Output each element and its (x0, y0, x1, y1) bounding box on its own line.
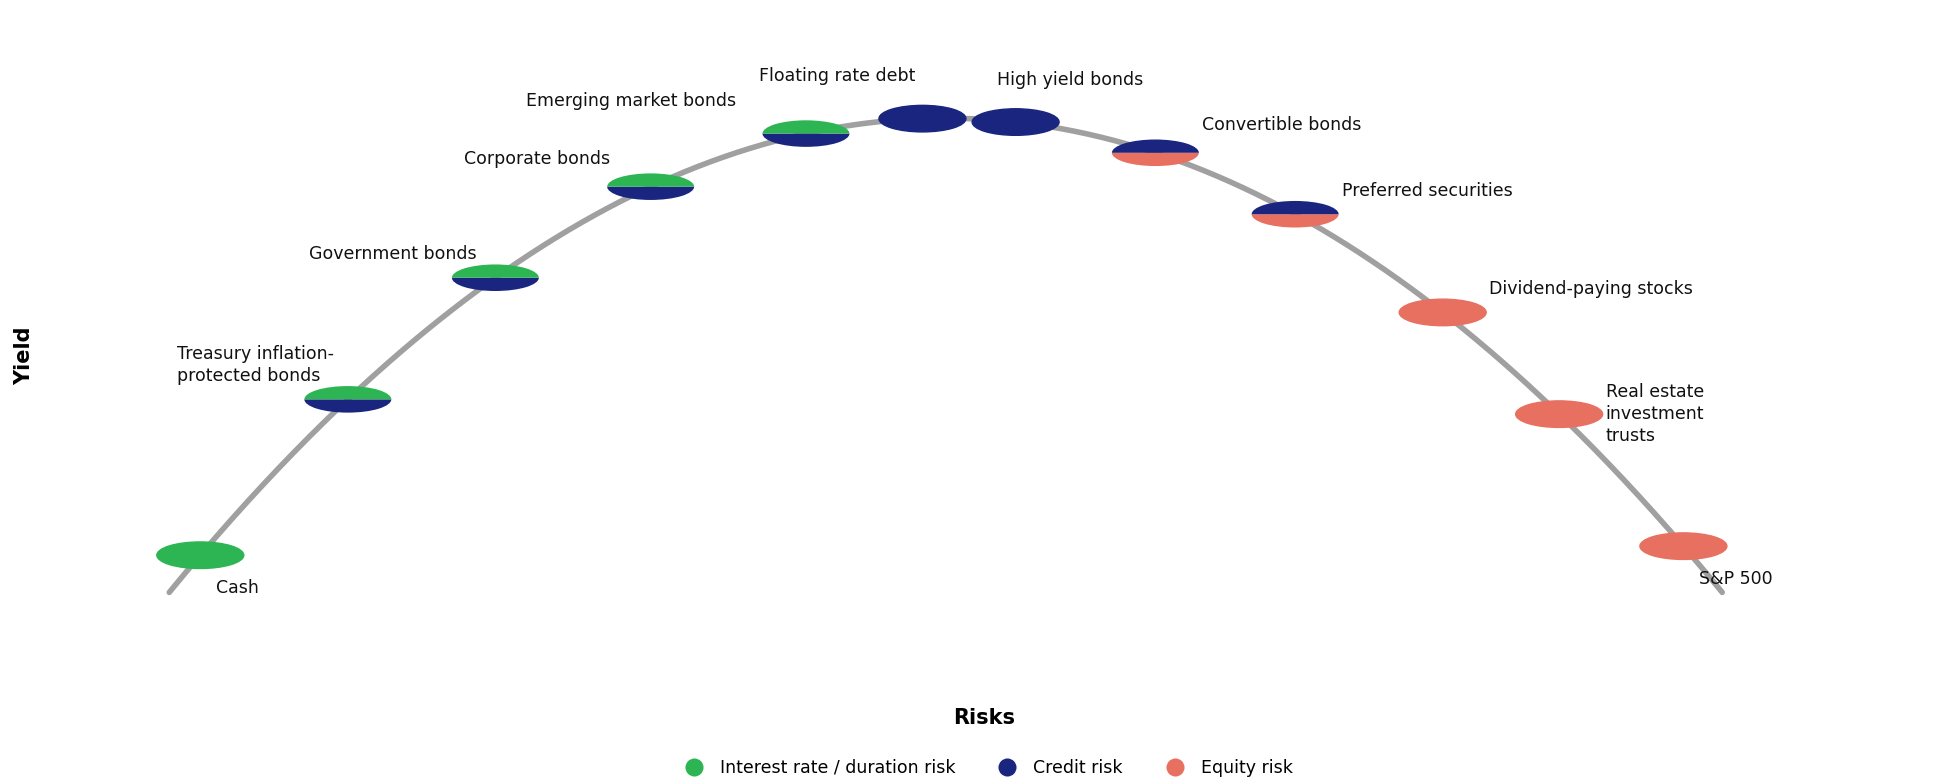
Circle shape (157, 542, 244, 569)
Circle shape (1640, 533, 1727, 559)
X-axis label: Risks: Risks (953, 707, 1016, 728)
Wedge shape (1112, 140, 1200, 153)
Text: Treasury inflation-
protected bonds: Treasury inflation- protected bonds (176, 345, 333, 385)
Wedge shape (1252, 215, 1339, 228)
Text: Convertible bonds: Convertible bonds (1202, 115, 1360, 134)
Circle shape (1516, 401, 1603, 427)
Wedge shape (762, 133, 849, 147)
Wedge shape (762, 120, 849, 133)
Circle shape (880, 105, 965, 132)
Wedge shape (452, 278, 539, 291)
Wedge shape (304, 386, 391, 399)
Text: Preferred securities: Preferred securities (1341, 182, 1512, 200)
Circle shape (1399, 300, 1486, 326)
Text: S&P 500: S&P 500 (1700, 570, 1773, 588)
Legend: Interest rate / duration risk, Credit risk, Equity risk: Interest rate / duration risk, Credit ri… (676, 759, 1293, 777)
Wedge shape (607, 173, 694, 186)
Text: High yield bonds: High yield bonds (996, 71, 1143, 89)
Text: Floating rate debt: Floating rate debt (760, 67, 915, 86)
Text: Real estate
investment
trusts: Real estate investment trusts (1607, 383, 1704, 445)
Text: Corporate bonds: Corporate bonds (465, 150, 610, 168)
Text: Cash: Cash (215, 580, 258, 597)
Text: Government bonds: Government bonds (308, 246, 477, 264)
Text: Emerging market bonds: Emerging market bonds (527, 92, 736, 110)
Wedge shape (304, 399, 391, 413)
Wedge shape (1112, 153, 1200, 166)
Text: Dividend-paying stocks: Dividend-paying stocks (1488, 280, 1694, 298)
Wedge shape (452, 264, 539, 278)
Circle shape (973, 108, 1058, 135)
Y-axis label: Yield: Yield (14, 326, 33, 385)
Wedge shape (607, 186, 694, 200)
Wedge shape (1252, 201, 1339, 215)
